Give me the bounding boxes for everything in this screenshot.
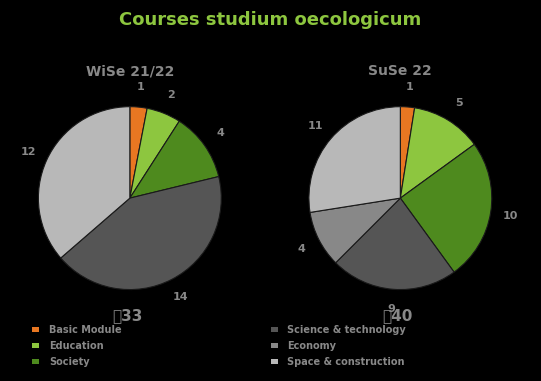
Text: 1: 1 <box>405 82 413 92</box>
Text: Economy: Economy <box>287 341 337 351</box>
Text: 12: 12 <box>21 147 36 157</box>
Wedge shape <box>61 176 221 290</box>
Text: 5: 5 <box>455 98 463 108</box>
Text: ⌳33: ⌳33 <box>112 309 142 323</box>
Wedge shape <box>130 108 179 198</box>
Text: Society: Society <box>49 357 90 367</box>
Text: ⍀40: ⍀40 <box>382 309 413 323</box>
Wedge shape <box>38 107 130 258</box>
Text: Science & technology: Science & technology <box>287 325 406 335</box>
Text: 11: 11 <box>308 121 324 131</box>
Text: 2: 2 <box>167 90 175 99</box>
Text: Education: Education <box>49 341 104 351</box>
Wedge shape <box>335 198 454 290</box>
Text: 10: 10 <box>503 211 518 221</box>
Wedge shape <box>309 107 400 213</box>
Wedge shape <box>130 121 219 198</box>
Text: 1: 1 <box>136 82 144 92</box>
Wedge shape <box>130 107 147 198</box>
Wedge shape <box>400 107 414 198</box>
Wedge shape <box>310 198 400 263</box>
Text: Courses studium oecologicum: Courses studium oecologicum <box>120 11 421 29</box>
Text: 4: 4 <box>217 128 225 138</box>
Text: Basic Module: Basic Module <box>49 325 122 335</box>
Wedge shape <box>400 144 492 272</box>
Title: SuSe 22: SuSe 22 <box>368 64 432 78</box>
Text: 9: 9 <box>388 304 395 314</box>
Title: WiSe 21/22: WiSe 21/22 <box>85 64 174 78</box>
Text: 14: 14 <box>173 292 189 302</box>
Wedge shape <box>400 108 474 198</box>
Text: Space & construction: Space & construction <box>287 357 405 367</box>
Text: 4: 4 <box>297 244 305 254</box>
